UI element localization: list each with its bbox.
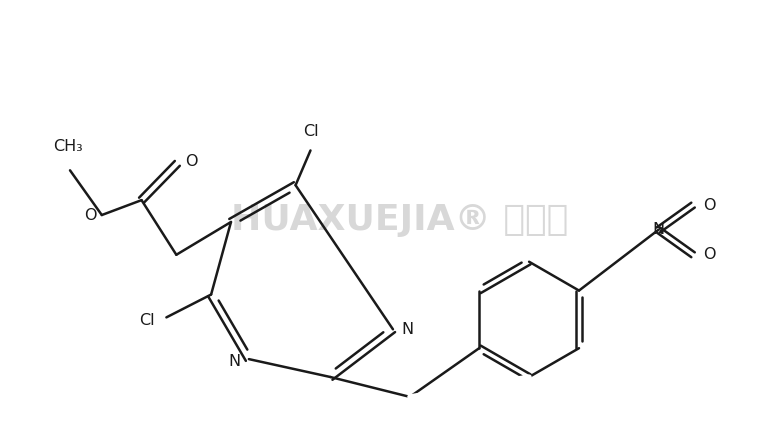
Text: HUAXUEJIA® 化学加: HUAXUEJIA® 化学加 [232, 203, 568, 237]
Text: N: N [652, 223, 665, 238]
Text: O: O [703, 247, 716, 262]
Text: Cl: Cl [303, 124, 318, 139]
Text: N: N [401, 322, 413, 337]
Text: O: O [703, 198, 716, 213]
Text: N: N [229, 354, 241, 369]
Text: O: O [185, 154, 198, 169]
Text: CH₃: CH₃ [53, 139, 83, 154]
Text: Cl: Cl [139, 313, 154, 328]
Text: O: O [84, 208, 96, 223]
